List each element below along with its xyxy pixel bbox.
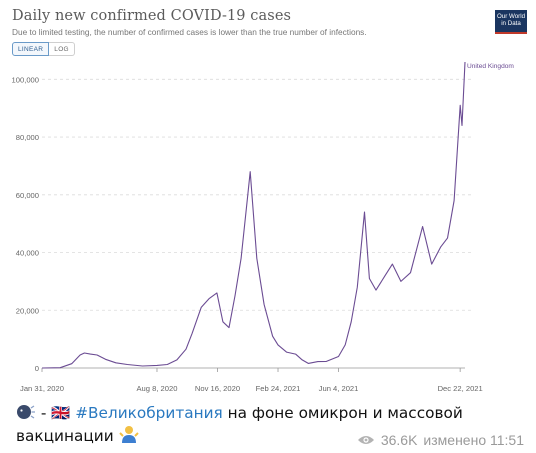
views-count: 36.6K [380,432,418,448]
our-world-in-data-logo[interactable]: Our World in Data [495,10,527,34]
logo-line-2: in Data [501,20,521,27]
person-shrugging-icon [118,426,139,443]
eye-icon [357,436,374,444]
y-tick-label: 20,000 [16,306,39,315]
x-tick-label: Dec 22, 2021 [438,384,483,393]
y-tick-label: 0 [35,364,39,373]
log-scale-button[interactable]: LOG [49,42,75,56]
y-tick-label: 100,000 [12,75,39,84]
linear-scale-button[interactable]: LINEAR [12,42,50,56]
y-axis-ticks: 0 20,000 40,000 60,000 80,000 100,000 [12,75,39,373]
chart-title: Daily new confirmed COVID-19 cases [12,8,292,24]
scale-toggle: LINEAR LOG [12,42,75,56]
y-tick-label: 80,000 [16,133,39,142]
chart-card: Daily new confirmed COVID-19 cases Due t… [11,8,527,393]
x-axis-ticks: Jan 31, 2020 Aug 8, 2020 Nov 16, 2020 Feb 2… [20,368,483,393]
y-tick-label: 60,000 [16,191,39,200]
logo-line-1: Our World [496,13,526,20]
uk-flag-emoji: 🇬🇧 [51,404,71,422]
x-tick-label: Jan 31, 2020 [20,384,64,393]
series-group [41,61,466,369]
y-tick-label: 40,000 [16,249,39,258]
message-body: на фоне омикрон и массовой вакцинации [16,404,463,445]
hashtag-link[interactable]: #Великобритания [75,404,223,422]
message-meta: 36.6K изменено 11:51 [357,432,524,448]
message-dash: - [40,404,47,422]
message-text: - 🇬🇧 #Великобритания на фоне омикрон и м… [16,403,526,447]
x-tick-label: Nov 16, 2020 [195,384,240,393]
series-line-united-kingdom[interactable] [41,61,466,369]
line-chart: 0 20,000 40,000 60,000 80,000 100,000 Jan 31,… [12,61,514,393]
edited-time: изменено 11:51 [423,432,524,448]
x-tick-label: Aug 8, 2020 [136,384,177,393]
x-tick-label: Jun 4, 2021 [319,384,359,393]
series-label-united-kingdom[interactable]: United Kingdom [467,63,514,70]
speaking-head-icon [17,405,35,419]
chart-subtitle: Due to limited testing, the number of co… [12,27,367,37]
x-tick-label: Feb 24, 2021 [256,384,301,393]
